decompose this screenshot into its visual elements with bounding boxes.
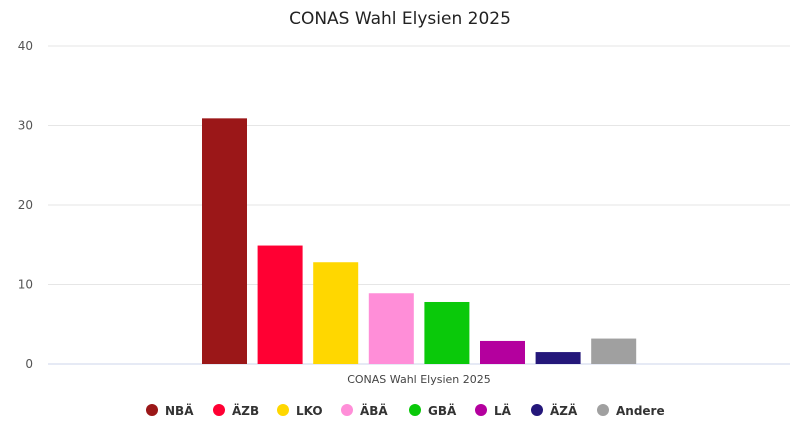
legend-item[interactable]: ÄZB [213,403,259,418]
legend-marker [213,404,225,416]
legend-marker [341,404,353,416]
bar-NBÄ[interactable] [202,118,247,364]
legend-item[interactable]: LKO [277,404,323,418]
chart-title: CONAS Wahl Elysien 2025 [289,9,511,29]
legend-label: ÄZB [232,403,259,418]
y-tick-label: 20 [18,198,33,212]
legend-item[interactable]: LÄ [475,403,512,418]
bar-Andere[interactable] [591,338,637,364]
bar-ÄBÄ[interactable] [368,293,414,364]
legend-item[interactable]: Andere [597,404,665,418]
bar-LKO[interactable] [313,262,359,364]
legend-label: LKO [296,404,323,418]
legend-label: GBÄ [428,403,457,418]
legend-marker [277,404,289,416]
legend-label: NBÄ [165,403,194,418]
bar-ÄZB[interactable] [257,245,303,364]
legend-label: Andere [616,404,665,418]
legend-label: LÄ [494,403,512,418]
legend-marker [475,404,487,416]
y-tick-label: 30 [18,119,33,133]
bar-LÄ[interactable] [480,340,525,364]
legend-item[interactable]: ÄZÄ [531,403,578,418]
legend-item[interactable]: GBÄ [409,403,457,418]
x-category-label: CONAS Wahl Elysien 2025 [347,373,491,386]
legend-marker [531,404,543,416]
y-tick-label: 0 [25,357,33,371]
legend-item[interactable]: ÄBÄ [341,403,388,418]
bar-GBÄ[interactable] [424,301,470,364]
y-tick-label: 10 [18,278,33,292]
legend-label: ÄBÄ [360,403,388,418]
legend-marker [146,404,158,416]
legend-label: ÄZÄ [550,403,578,418]
legend-marker [597,404,609,416]
legend-marker [409,404,421,416]
y-tick-label: 40 [18,39,33,53]
legend-item[interactable]: NBÄ [146,403,194,418]
bar-ÄZÄ[interactable] [535,352,581,364]
